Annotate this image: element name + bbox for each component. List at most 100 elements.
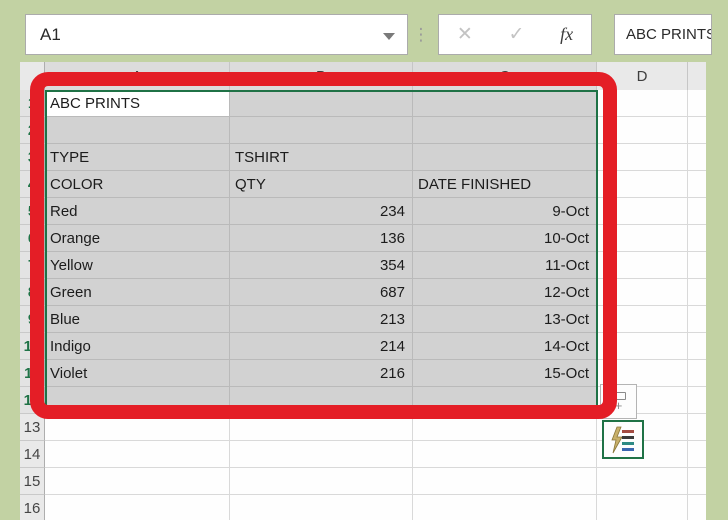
cell-B12[interactable] [230,387,413,414]
cell-A13[interactable] [45,414,230,441]
row-header-9[interactable]: 9 [20,306,45,333]
cancel-icon[interactable]: ✕ [456,24,473,45]
row-header-3[interactable]: 3 [20,144,45,171]
cell-E16[interactable] [688,495,706,520]
cell-A7[interactable]: Yellow [45,252,230,279]
formula-bar[interactable]: ABC PRINTS [614,14,712,55]
cell-D8[interactable] [597,279,688,306]
cell-C15[interactable] [413,468,597,495]
cell-A6[interactable]: Orange [45,225,230,252]
cell-E6[interactable] [688,225,706,252]
select-all-corner[interactable] [20,62,45,90]
cell-D1[interactable] [597,90,688,117]
cell-D10[interactable] [597,333,688,360]
row-header-7[interactable]: 7 [20,252,45,279]
row-header-12[interactable]: 12 [20,387,45,414]
paste-options-button[interactable]: + [600,384,637,419]
cell-E12[interactable] [688,387,706,414]
cell-C14[interactable] [413,441,597,468]
cell-E5[interactable] [688,198,706,225]
insert-function-icon[interactable]: fx [560,24,574,44]
cell-B11[interactable]: 216 [230,360,413,387]
row-header-6[interactable]: 6 [20,225,45,252]
quick-analysis-button[interactable] [602,420,644,459]
cell-A15[interactable] [45,468,230,495]
chevron-down-icon[interactable] [383,33,395,40]
cell-A8[interactable]: Green [45,279,230,306]
row-header-1[interactable]: 1 [20,90,45,117]
cell-A5[interactable]: Red [45,198,230,225]
cell-C6[interactable]: 10-Oct [413,225,597,252]
cell-E7[interactable] [688,252,706,279]
cell-B16[interactable] [230,495,413,520]
cell-C3[interactable] [413,144,597,171]
cell-D7[interactable] [597,252,688,279]
cell-B10[interactable]: 214 [230,333,413,360]
row-header-13[interactable]: 13 [20,414,45,441]
cell-D6[interactable] [597,225,688,252]
cell-A4[interactable]: COLOR [45,171,230,198]
cell-C16[interactable] [413,495,597,520]
cell-D2[interactable] [597,117,688,144]
cell-B15[interactable] [230,468,413,495]
cell-A12[interactable] [45,387,230,414]
cell-A3[interactable]: TYPE [45,144,230,171]
cell-E14[interactable] [688,441,706,468]
cell-B1[interactable] [230,90,413,117]
cell-C5[interactable]: 9-Oct [413,198,597,225]
cell-D15[interactable] [597,468,688,495]
cell-E15[interactable] [688,468,706,495]
cell-D4[interactable] [597,171,688,198]
cell-E2[interactable] [688,117,706,144]
cell-A9[interactable]: Blue [45,306,230,333]
cell-A10[interactable]: Indigo [45,333,230,360]
cell-D9[interactable] [597,306,688,333]
cell-B5[interactable]: 234 [230,198,413,225]
column-header-C[interactable]: C [413,62,597,90]
column-header-A[interactable]: A [45,62,230,90]
cell-D11[interactable] [597,360,688,387]
enter-icon[interactable]: ✓ [508,24,525,45]
cell-A2[interactable] [45,117,230,144]
row-header-11[interactable]: 11 [20,360,45,387]
cell-A14[interactable] [45,441,230,468]
cell-B14[interactable] [230,441,413,468]
cell-C9[interactable]: 13-Oct [413,306,597,333]
cell-B2[interactable] [230,117,413,144]
column-header-B[interactable]: B [230,62,413,90]
name-box[interactable]: A1 [25,14,408,55]
cell-C1[interactable] [413,90,597,117]
cell-D16[interactable] [597,495,688,520]
cell-B3[interactable]: TSHIRT [230,144,413,171]
cell-B8[interactable]: 687 [230,279,413,306]
row-header-2[interactable]: 2 [20,117,45,144]
cell-A11[interactable]: Violet [45,360,230,387]
cell-C12[interactable] [413,387,597,414]
cell-D5[interactable] [597,198,688,225]
cell-B6[interactable]: 136 [230,225,413,252]
cell-E4[interactable] [688,171,706,198]
cell-E13[interactable] [688,414,706,441]
cell-B4[interactable]: QTY [230,171,413,198]
row-header-8[interactable]: 8 [20,279,45,306]
column-header-partial[interactable] [688,62,706,90]
cell-A1[interactable]: ABC PRINTS [45,90,230,117]
cell-D3[interactable] [597,144,688,171]
row-header-5[interactable]: 5 [20,198,45,225]
cell-C13[interactable] [413,414,597,441]
row-header-16[interactable]: 16 [20,495,45,520]
cell-C2[interactable] [413,117,597,144]
cell-E10[interactable] [688,333,706,360]
row-header-14[interactable]: 14 [20,441,45,468]
cell-E1[interactable] [688,90,706,117]
cell-C7[interactable]: 11-Oct [413,252,597,279]
cell-E8[interactable] [688,279,706,306]
row-header-15[interactable]: 15 [20,468,45,495]
cell-B9[interactable]: 213 [230,306,413,333]
column-header-D[interactable]: D [597,62,688,90]
row-header-4[interactable]: 4 [20,171,45,198]
cell-C4[interactable]: DATE FINISHED [413,171,597,198]
cell-A16[interactable] [45,495,230,520]
cell-C10[interactable]: 14-Oct [413,333,597,360]
cell-E3[interactable] [688,144,706,171]
